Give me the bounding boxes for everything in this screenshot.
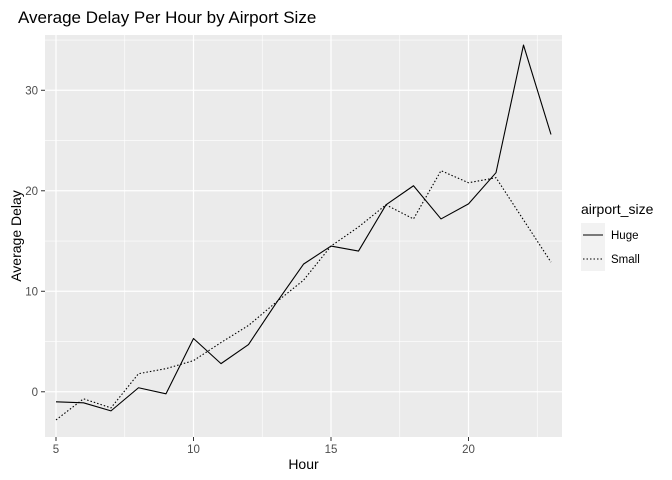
x-axis-ticks: 5 10 15 20 [53,437,475,456]
x-tick-label: 5 [53,444,59,456]
y-tick-label: 30 [25,85,38,97]
grid-major [45,35,562,437]
series-line-huge [55,44,552,412]
y-axis-ticks: 0 10 20 30 [25,85,45,399]
series-layer [55,44,552,421]
legend-title: airport_size [581,201,654,217]
grid-minor [45,35,562,437]
x-axis-title: Hour [288,456,319,472]
x-tick-label: 10 [187,444,200,456]
y-tick-label: 0 [32,387,38,399]
y-tick-label: 10 [25,286,38,298]
plot-panel [45,35,562,437]
legend-label-small: Small [611,254,640,266]
series-line-small [55,170,552,421]
chart-title: Average Delay Per Hour by Airport Size [18,8,316,27]
legend-label-huge: Huge [611,230,639,242]
legend: airport_size Huge Small [581,201,654,271]
y-tick-label: 20 [25,186,38,198]
y-axis-title: Average Delay [8,190,24,282]
x-tick-label: 15 [325,444,338,456]
x-tick-label: 20 [462,444,475,456]
